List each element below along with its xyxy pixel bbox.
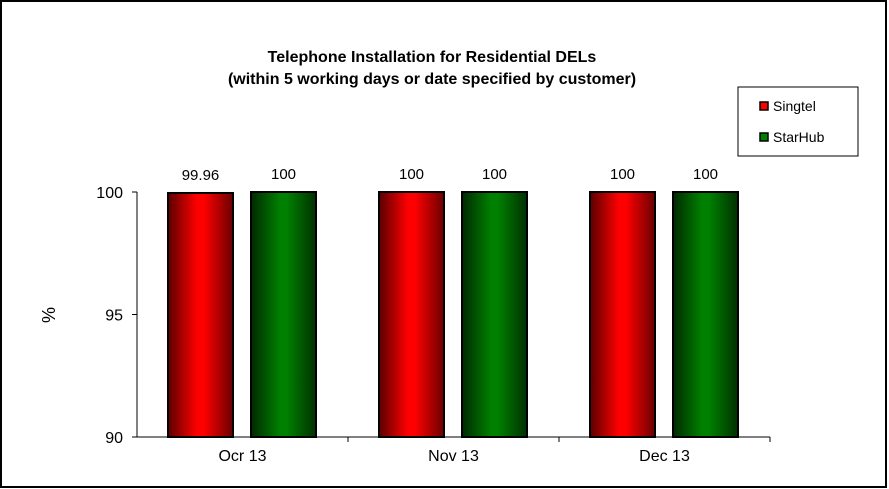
bar-singtel [378,191,445,438]
bar-starhub [250,191,317,438]
data-label: 99.96 [182,167,220,184]
legend-label-singtel: Singtel [773,98,816,114]
bar-singtel [167,191,234,438]
legend: Singtel StarHub [737,86,859,157]
legend-box [737,86,859,157]
legend-swatch-singtel [759,101,769,111]
bar-starhub [672,191,739,438]
y-tick-label: 90 [105,430,123,447]
x-tick-label: Dec 13 [639,448,690,465]
chart-title: Telephone Installation for Residential D… [268,49,597,66]
data-label: 100 [482,166,507,183]
y-axis-label: % [39,307,59,323]
y-tick-label: 100 [96,185,123,202]
data-label: 100 [399,166,424,183]
chart-subtitle: (within 5 working days or date specified… [228,71,636,88]
bar-singtel [589,191,656,438]
x-tick-label: Nov 13 [428,448,479,465]
bar-starhub [461,191,528,438]
legend-label-starhub: StarHub [773,129,825,145]
data-label: 100 [693,166,718,183]
legend-swatch-starhub [759,132,769,142]
y-tick-label: 95 [105,308,123,325]
data-label: 100 [271,166,296,183]
x-tick-label: Ocr 13 [218,448,266,465]
data-label: 100 [610,166,635,183]
